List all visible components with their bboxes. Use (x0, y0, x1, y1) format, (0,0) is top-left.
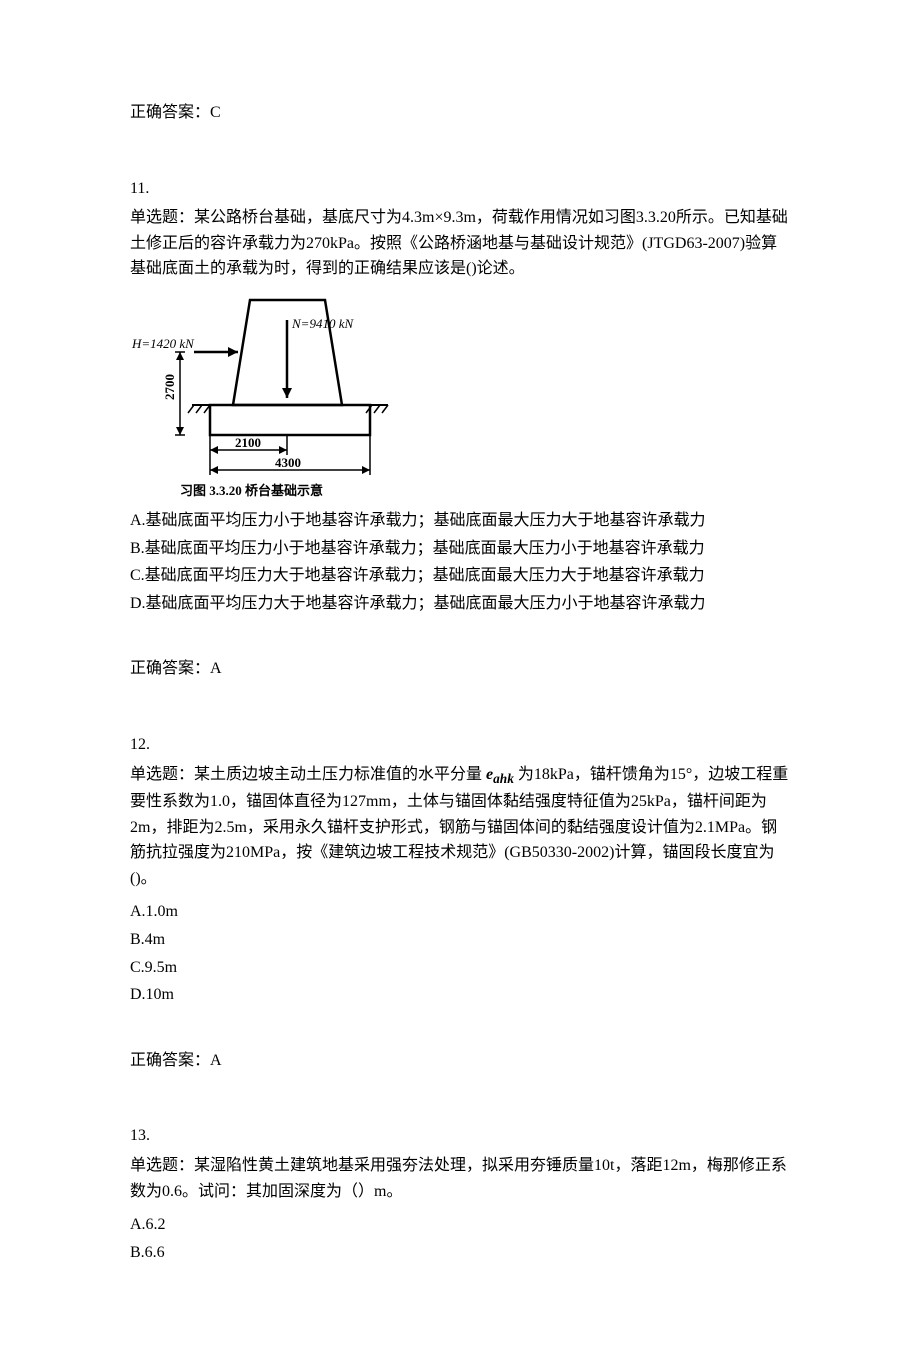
q13-option-a: A.6.2 (130, 1212, 790, 1238)
q12-text-before: 某土质边坡主动土压力标准值的水平分量 (194, 766, 486, 783)
q12-option-a: A.1.0m (130, 899, 790, 925)
q12-option-c: C.9.5m (130, 955, 790, 981)
diagram-w2100-label: 2100 (235, 435, 261, 450)
diagram-w2100-arrow-right (279, 446, 287, 454)
q11-option-d: D.基础底面平均压力大于地基容许承载力；基础底面最大压力小于地基容许承载力 (130, 591, 790, 617)
diagram-w4300-arrow-left (210, 466, 218, 474)
q12-option-b: B.4m (130, 927, 790, 953)
diagram-height-arrow-top (176, 352, 184, 360)
q13-body: 某湿陷性黄土建筑地基采用强夯法处理，拟采用夯锤质量10t，落距12m，梅那修正系… (130, 1157, 787, 1200)
q10-answer: 正确答案：C (130, 100, 790, 126)
q11-option-c: C.基础底面平均压力大于地基容许承载力；基础底面最大压力大于地基容许承载力 (130, 563, 790, 589)
q12-symbol: eahk (486, 766, 514, 783)
q12-text-after: 为18kPa，锚杆馈角为15°，边坡工程重要性系数为1.0，锚固体直径为127m… (130, 766, 788, 887)
diagram-w2100-arrow-left (210, 446, 218, 454)
bridge-abutment-diagram: H=1420 kN N=9410 kN 2700 2100 (130, 290, 420, 500)
diagram-height-label: 2700 (162, 374, 177, 400)
q11-option-a: A.基础底面平均压力小于地基容许承载力；基础底面最大压力大于地基容许承载力 (130, 508, 790, 534)
diagram-h-arrow-head (228, 347, 238, 357)
q11-number: 11. (130, 176, 790, 202)
diagram-base (210, 405, 370, 435)
diagram-n-label: N=9410 kN (291, 316, 354, 331)
q11-option-b: B.基础底面平均压力小于地基容许承载力；基础底面最大压力小于地基容许承载力 (130, 536, 790, 562)
q12-symbol-sub: ahk (493, 771, 514, 786)
q12-answer: 正确答案：A (130, 1048, 790, 1074)
diagram-height-arrow-bot (176, 427, 184, 435)
q12-block: 12. 单选题：某土质边坡主动土压力标准值的水平分量 eahk 为18kPa，锚… (130, 732, 790, 1008)
q11-prefix: 单选题： (130, 209, 194, 226)
q13-number: 13. (130, 1123, 790, 1149)
diagram-w4300-label: 4300 (275, 455, 301, 470)
q13-option-b: B.6.6 (130, 1240, 790, 1266)
diagram-w4300-arrow-right (362, 466, 370, 474)
q12-option-d: D.10m (130, 982, 790, 1008)
diagram-caption: 习图 3.3.20 桥台基础示意 (180, 483, 323, 498)
q13-text: 单选题：某湿陷性黄土建筑地基采用强夯法处理，拟采用夯锤质量10t，落距12m，梅… (130, 1153, 790, 1204)
q11-diagram: H=1420 kN N=9410 kN 2700 2100 (130, 290, 790, 500)
q13-prefix: 单选题： (130, 1157, 194, 1174)
q13-block: 13. 单选题：某湿陷性黄土建筑地基采用强夯法处理，拟采用夯锤质量10t，落距1… (130, 1123, 790, 1265)
q11-body: 某公路桥台基础，基底尺寸为4.3m×9.3m，荷载作用情况如习图3.3.20所示… (130, 209, 788, 277)
q11-text: 单选题：某公路桥台基础，基底尺寸为4.3m×9.3m，荷载作用情况如习图3.3.… (130, 205, 790, 282)
q11-block: 11. 单选题：某公路桥台基础，基底尺寸为4.3m×9.3m，荷载作用情况如习图… (130, 176, 790, 617)
q12-number: 12. (130, 732, 790, 758)
q11-answer: 正确答案：A (130, 656, 790, 682)
diagram-n-arrow-head (282, 388, 292, 398)
diagram-h-label: H=1420 kN (131, 336, 195, 351)
q12-prefix: 单选题： (130, 766, 194, 783)
q12-text: 单选题：某土质边坡主动土压力标准值的水平分量 eahk 为18kPa，锚杆馈角为… (130, 762, 790, 892)
